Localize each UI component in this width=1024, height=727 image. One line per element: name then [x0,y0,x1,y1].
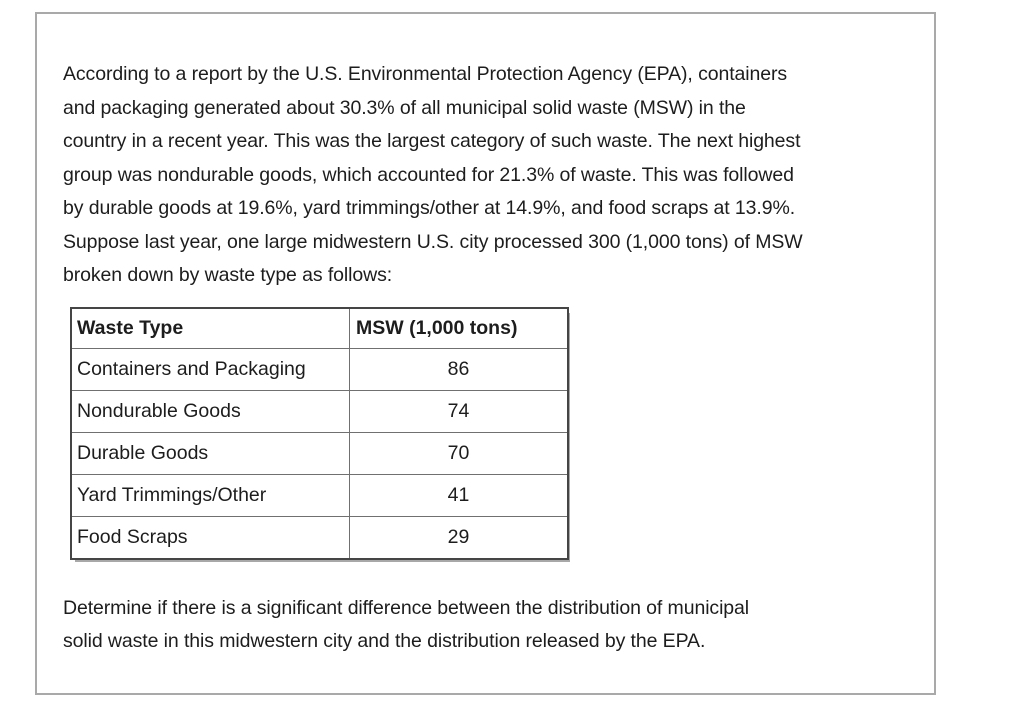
table-row: Food Scraps 29 [70,515,569,559]
msw-table-container: Waste Type MSW (1,000 tons) Containers a… [70,306,569,560]
table-row: Nondurable Goods 74 [70,389,569,433]
text-line: broken down by waste type as follows: [63,264,393,286]
msw-value-cell: 41 [349,473,569,517]
table-header-row: Waste Type MSW (1,000 tons) [70,307,569,349]
table-row: Containers and Packaging 86 [70,347,569,391]
waste-type-cell: Yard Trimmings/Other [70,473,350,517]
waste-type-cell: Food Scraps [70,515,350,559]
waste-type-cell: Nondurable Goods [70,389,350,433]
text-line: Determine if there is a significant diff… [63,596,750,619]
waste-type-cell: Containers and Packaging [70,347,350,391]
waste-type-cell: Durable Goods [70,431,350,475]
text-line: solid waste in this midwestern city and … [63,630,706,652]
msw-table: Waste Type MSW (1,000 tons) Containers a… [70,306,569,560]
intro-paragraph: According to a report by the U.S. Enviro… [63,58,934,293]
problem-card: According to a report by the U.S. Enviro… [35,12,936,695]
column-header-waste-type: Waste Type [70,307,350,349]
msw-value-cell: 29 [349,515,569,559]
text-line: Suppose last year, one large midwestern … [63,230,803,253]
text-line: by durable goods at 19.6%, yard trimming… [63,197,796,219]
text-line: According to a report by the U.S. Enviro… [63,63,788,85]
table-row: Yard Trimmings/Other 41 [70,473,569,517]
text-line: and packaging generated about 30.3% of a… [63,96,746,119]
question-paragraph: Determine if there is a significant diff… [63,592,934,659]
text-line: country in a recent year. This was the l… [63,130,801,152]
problem-content: According to a report by the U.S. Enviro… [37,14,934,659]
msw-value-cell: 86 [349,347,569,391]
msw-value-cell: 70 [349,431,569,475]
msw-value-cell: 74 [349,389,569,433]
column-header-msw: MSW (1,000 tons) [349,307,569,349]
text-line: group was nondurable goods, which accoun… [63,163,794,186]
table-row: Durable Goods 70 [70,431,569,475]
